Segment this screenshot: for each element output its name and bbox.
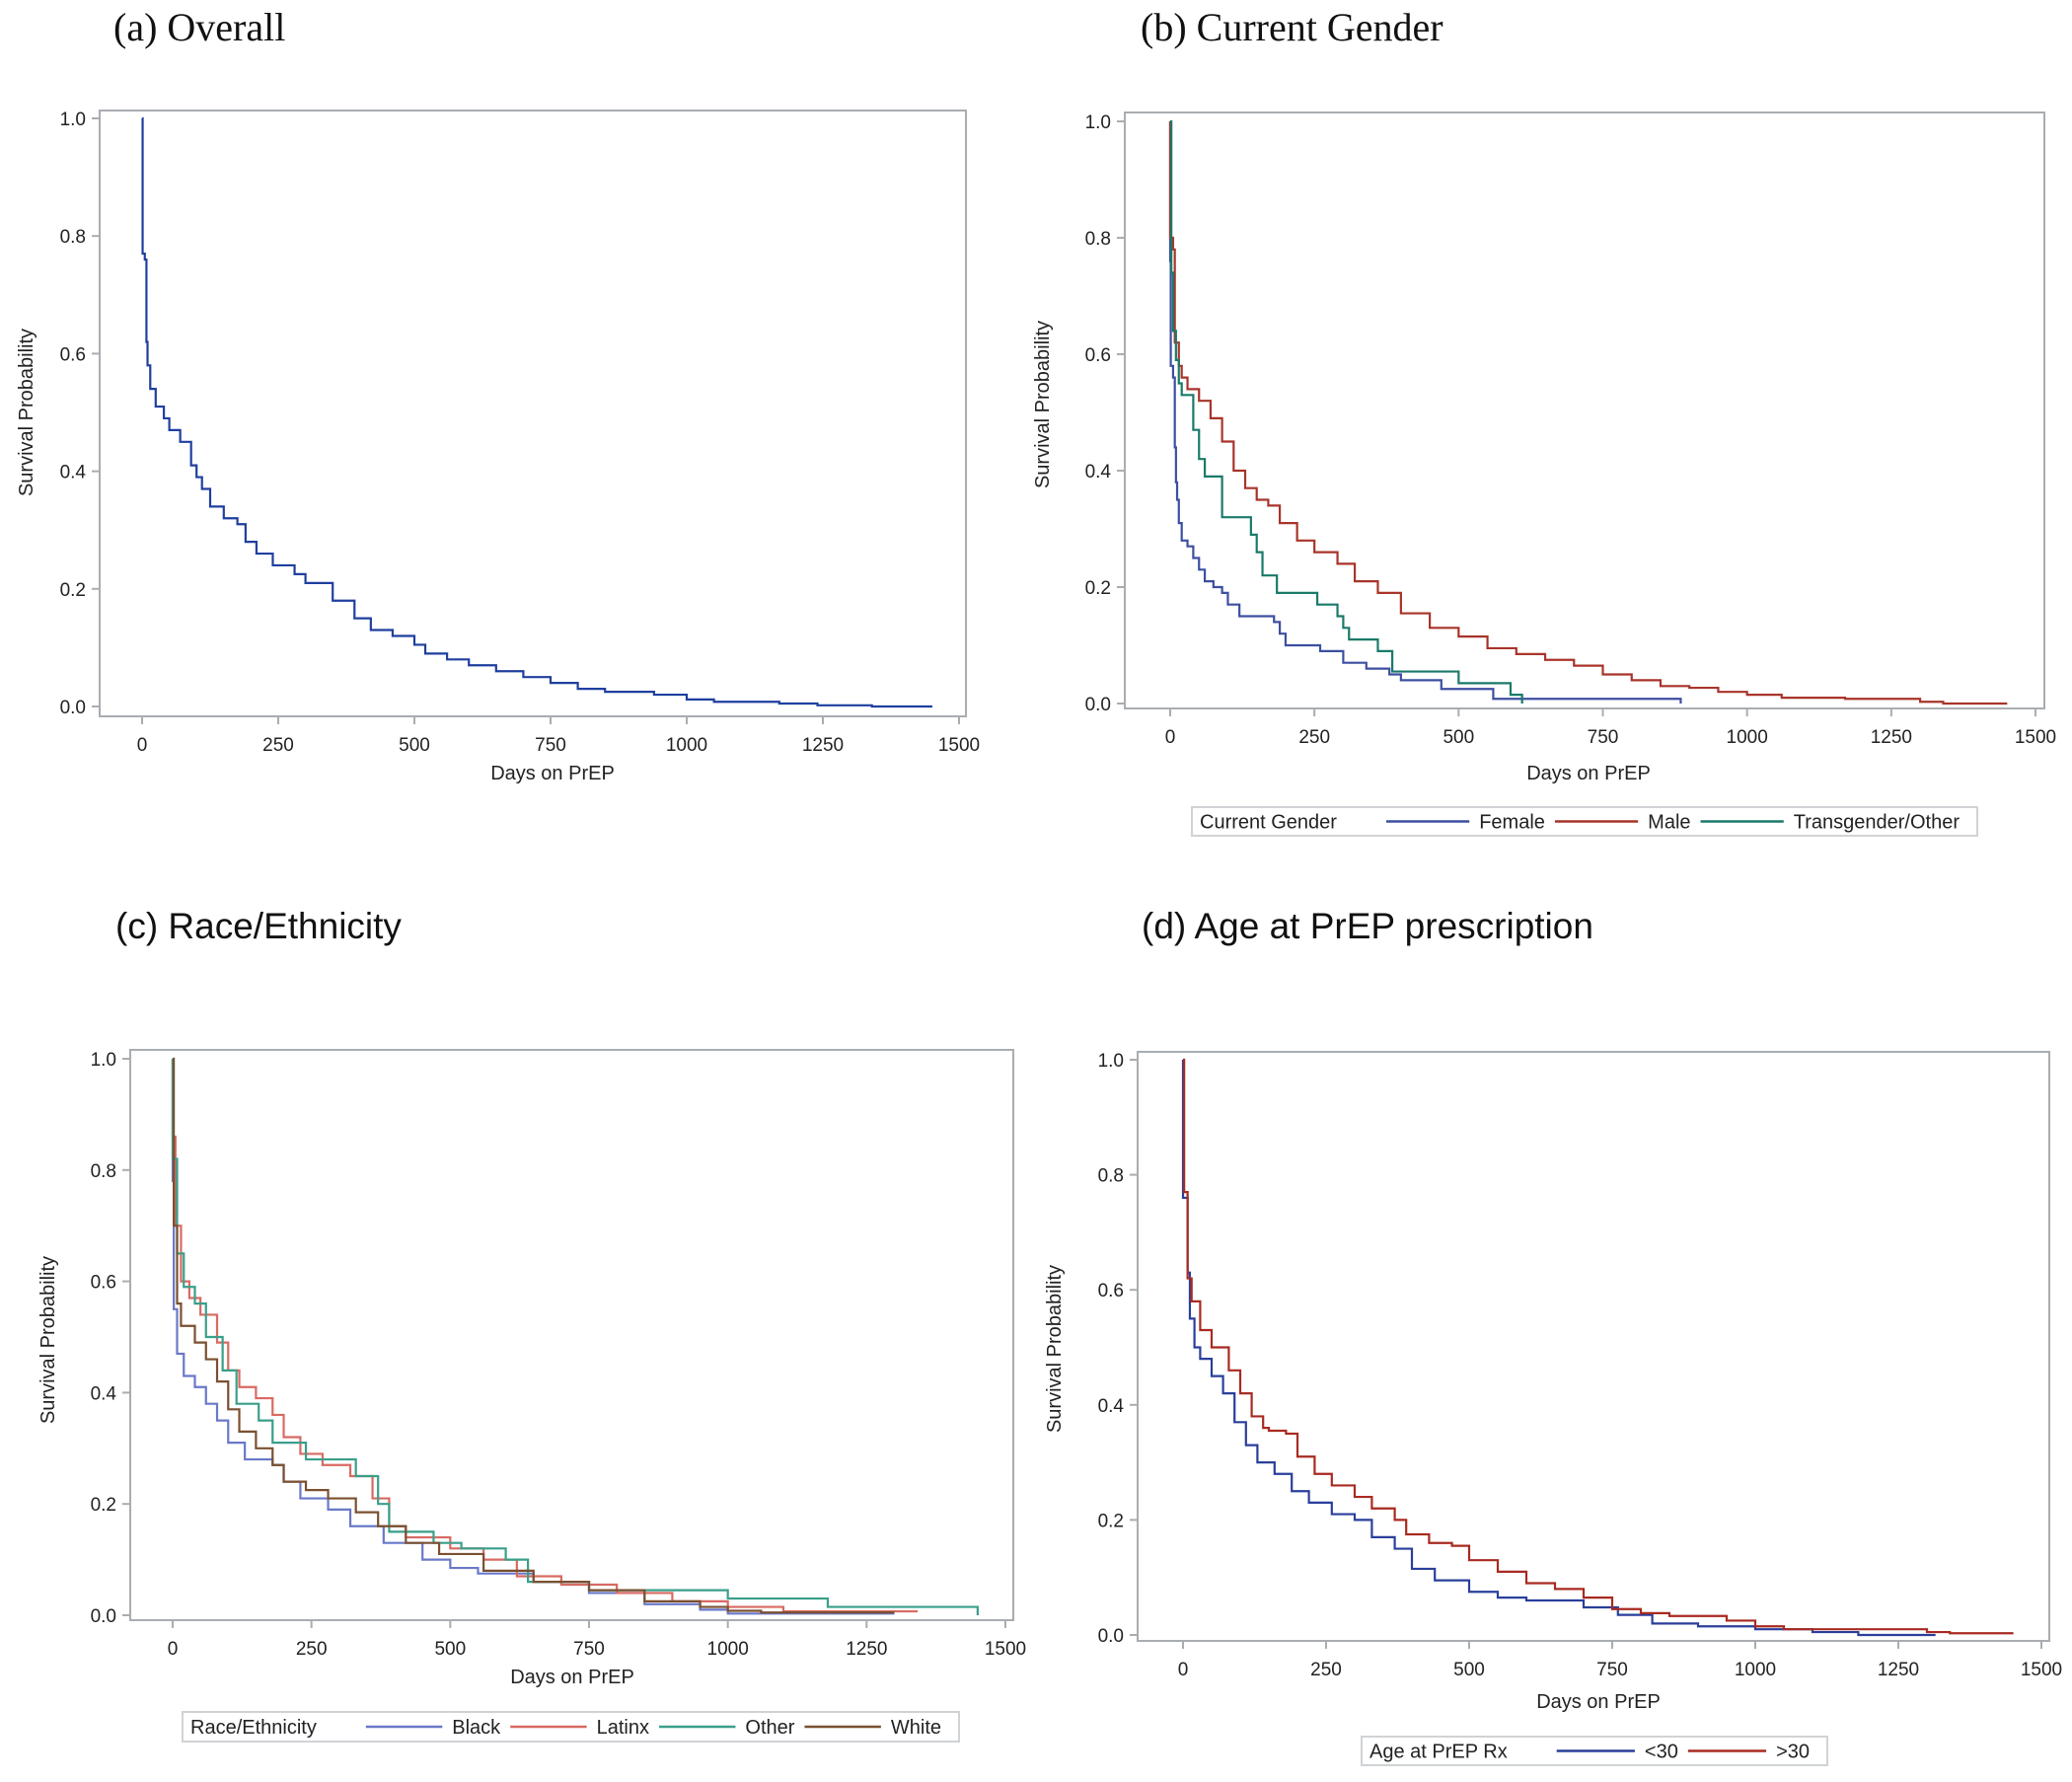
x-tick-label: 1250 (1871, 727, 1912, 748)
y-tick-label: 1.0 (91, 1050, 116, 1071)
y-tick-label: 0.6 (1085, 345, 1111, 366)
y-tick-label: 0.0 (91, 1606, 116, 1627)
x-tick-label: 1250 (802, 735, 844, 756)
y-axis-label: Survival Probability (16, 329, 37, 496)
legend-item-label: Other (745, 1717, 794, 1739)
survival-curve-other (171, 1059, 979, 1615)
x-tick-label: 1250 (1878, 1660, 1919, 1680)
y-axis-label: Survival Probability (1032, 321, 1054, 488)
panel-c-title: (c) Race/Ethnicity (115, 906, 402, 946)
plot-frame (1124, 111, 2045, 709)
survival-curve-white (173, 1057, 895, 1614)
chart-panel-c: 0.0 0.2 0.4 0.6 0.8 1.0 0 250 500 750 1000 1250 1500… (37, 1049, 1026, 1743)
legend-item-label: Transgender/Other (1794, 812, 1961, 834)
legend-item-label: Latinx (597, 1717, 649, 1739)
chart-panel-d: 0.0 0.2 0.4 0.6 0.8 1.0 0 250 500 750 1000 1250 1500… (1044, 1051, 2062, 1766)
plot-frame (1137, 1051, 2050, 1642)
x-axis-label: Days on PrEP (1526, 763, 1651, 784)
survival-curve-black (171, 1059, 895, 1615)
x-tick-label: 0 (168, 1639, 179, 1660)
x-axis-label: Days on PrEP (510, 1667, 634, 1688)
y-tick-label: 1.0 (1085, 112, 1111, 133)
legend-item-label: White (891, 1717, 941, 1739)
y-tick-label: 0.4 (1098, 1396, 1125, 1417)
y-tick-label: 0.0 (1098, 1626, 1124, 1647)
x-tick-label: 0 (1178, 1660, 1189, 1680)
x-tick-label: 1500 (2021, 1660, 2062, 1680)
legend-item-label: >30 (1776, 1742, 1810, 1763)
y-tick-label: 0.4 (1085, 462, 1112, 483)
legend-title: Age at PrEP Rx (1369, 1742, 1508, 1763)
y-axis-label: Survival Probability (37, 1256, 59, 1424)
x-tick-label: 250 (296, 1639, 328, 1660)
x-axis-label: Days on PrEP (490, 763, 615, 784)
y-tick-label: 0.0 (60, 698, 86, 718)
y-tick-label: 0.0 (1085, 695, 1111, 715)
x-tick-label: 250 (1310, 1660, 1342, 1680)
panel-b-title: (b) Current Gender (1141, 5, 1443, 49)
y-tick-label: 1.0 (1098, 1051, 1124, 1072)
x-tick-label: 1500 (938, 735, 980, 756)
y-tick-label: 0.6 (60, 344, 86, 365)
legend-title: Race/Ethnicity (190, 1717, 317, 1739)
x-tick-label: 0 (137, 735, 148, 756)
y-tick-label: 0.6 (1098, 1281, 1124, 1301)
survival-curve-30 (1181, 1060, 1936, 1637)
y-tick-label: 0.2 (1085, 578, 1111, 599)
x-tick-label: 1000 (707, 1639, 749, 1660)
chart-panel-b: 0.0 0.2 0.4 0.6 0.8 1.0 0 250 500 750 1000 1250 1500… (1032, 111, 2056, 837)
y-tick-label: 0.6 (91, 1273, 116, 1294)
chart-panel-a: 0.0 0.2 0.4 0.6 0.8 1.0 0 250 500 750 1000 1250 1500… (16, 110, 980, 784)
x-tick-label: 1000 (1727, 727, 1768, 748)
x-tick-label: 0 (1165, 727, 1176, 748)
x-tick-label: 500 (1443, 727, 1474, 748)
x-tick-label: 250 (262, 735, 294, 756)
panel-d-title: (d) Age at PrEP prescription (1142, 906, 1593, 946)
y-tick-label: 0.2 (1098, 1511, 1124, 1531)
survival-curve-latinx (171, 1059, 919, 1613)
x-tick-label: 1000 (666, 735, 707, 756)
x-tick-label: 1250 (846, 1639, 887, 1660)
plot-frame (99, 110, 967, 717)
survival-curve-male (1168, 121, 2008, 705)
y-tick-label: 0.8 (60, 227, 86, 248)
x-tick-label: 750 (1588, 727, 1619, 748)
legend-item-label: Male (1648, 812, 1690, 834)
y-tick-label: 0.8 (1085, 229, 1111, 250)
legend-item-label: Female (1479, 812, 1545, 834)
x-tick-label: 1500 (985, 1639, 1026, 1660)
survival-curve-overall (141, 116, 932, 708)
y-tick-label: 0.4 (60, 463, 87, 483)
legend-title: Current Gender (1200, 812, 1337, 834)
x-tick-label: 1000 (1735, 1660, 1776, 1680)
x-tick-label: 750 (573, 1639, 605, 1660)
y-tick-label: 0.8 (1098, 1166, 1124, 1187)
y-axis-label: Survival Probability (1044, 1265, 1066, 1433)
x-tick-label: 500 (1453, 1660, 1485, 1680)
survival-curve-transgender-other (1170, 119, 1523, 704)
panel-a-title: (a) Overall (113, 5, 286, 49)
x-axis-label: Days on PrEP (1536, 1691, 1661, 1713)
survival-curve-30 (1183, 1058, 2014, 1635)
legend-item-label: Black (452, 1717, 501, 1739)
x-tick-label: 500 (434, 1639, 466, 1660)
y-tick-label: 0.8 (91, 1161, 116, 1182)
legend-item-label: <30 (1645, 1742, 1678, 1763)
y-tick-label: 0.4 (91, 1383, 117, 1404)
y-tick-label: 0.2 (91, 1495, 116, 1516)
x-tick-label: 750 (535, 735, 566, 756)
x-tick-label: 250 (1298, 727, 1330, 748)
x-tick-label: 750 (1596, 1660, 1628, 1680)
survival-curve-female (1168, 121, 1682, 704)
x-tick-label: 500 (399, 735, 430, 756)
y-tick-label: 1.0 (60, 110, 86, 130)
plot-frame (129, 1049, 1014, 1621)
x-tick-label: 1500 (2015, 727, 2056, 748)
y-tick-label: 0.2 (60, 580, 86, 601)
